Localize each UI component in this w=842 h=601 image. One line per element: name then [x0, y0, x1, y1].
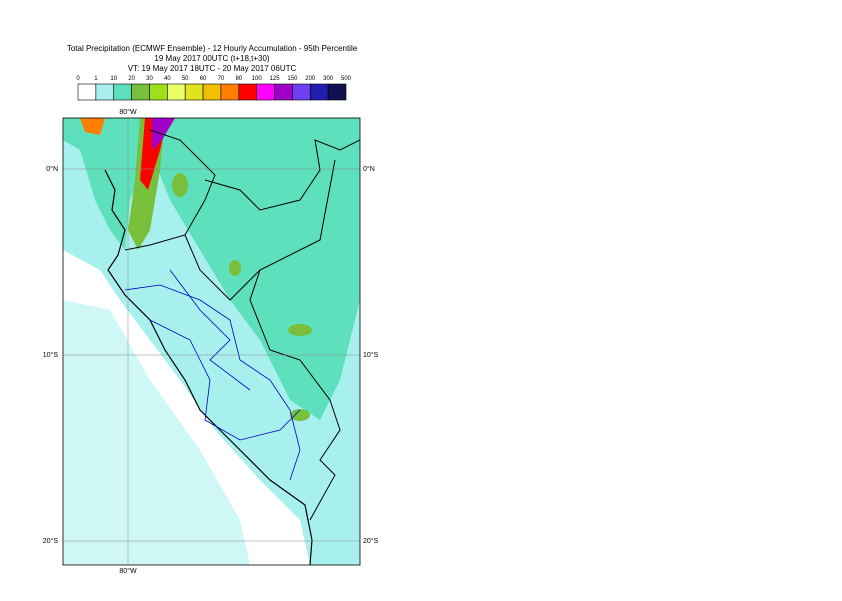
legend-swatch	[167, 83, 186, 101]
legend-swatch	[95, 83, 115, 101]
legend-swatch	[184, 83, 204, 101]
legend: 0 1 10 20 30 40 50 60 70 80 100 125 150 200 300 500	[76, 76, 352, 101]
legend-swatch	[113, 83, 132, 101]
map	[63, 118, 360, 565]
legend-swatch	[238, 83, 257, 101]
legend-label: 30	[146, 76, 153, 82]
lat-label: 20°S	[43, 537, 59, 545]
lat-label: 20°S	[363, 537, 379, 545]
legend-swatch	[327, 83, 347, 101]
legend-swatch	[202, 83, 222, 101]
legend-label: 70	[218, 76, 225, 82]
legend-label: 150	[287, 76, 298, 82]
legend-label: 200	[305, 76, 316, 82]
lat-label: 0°N	[363, 165, 375, 173]
legend-swatch	[256, 83, 275, 101]
legend-label: 40	[164, 76, 171, 82]
lon-label: 80°W	[119, 567, 137, 575]
legend-swatch	[77, 83, 97, 101]
legend-swatch	[309, 83, 329, 101]
legend-label: 100	[252, 76, 263, 82]
title-line: 19 May 2017 00UTC (t+18,t+30)	[154, 54, 270, 63]
legend-label: 20	[128, 76, 135, 82]
legend-label: 300	[323, 76, 334, 82]
map-frame	[62, 117, 361, 566]
lat-label: 10°S	[43, 351, 59, 359]
legend-swatch	[292, 83, 311, 101]
legend-label: 10	[110, 76, 117, 82]
legend-label: 80	[235, 76, 242, 82]
lat-label: 10°S	[363, 351, 379, 359]
legend-label: 125	[270, 76, 281, 82]
lon-label: 80°W	[119, 108, 137, 116]
legend-swatch	[220, 83, 240, 101]
legend-swatch	[274, 83, 293, 101]
lat-label: 0°N	[46, 165, 58, 173]
legend-label: 60	[200, 76, 207, 82]
legend-label: 1	[94, 76, 98, 82]
legend-label: 50	[182, 76, 189, 82]
legend-label: 0	[76, 76, 80, 82]
legend-swatch	[131, 83, 150, 101]
title-line: Total Precipitation (ECMWF Ensemble) - 1…	[67, 44, 358, 53]
legend-swatch	[149, 83, 168, 101]
title-line: VT: 19 May 2017 18UTC - 20 May 2017 06UT…	[128, 64, 297, 73]
legend-label: 500	[341, 76, 352, 82]
